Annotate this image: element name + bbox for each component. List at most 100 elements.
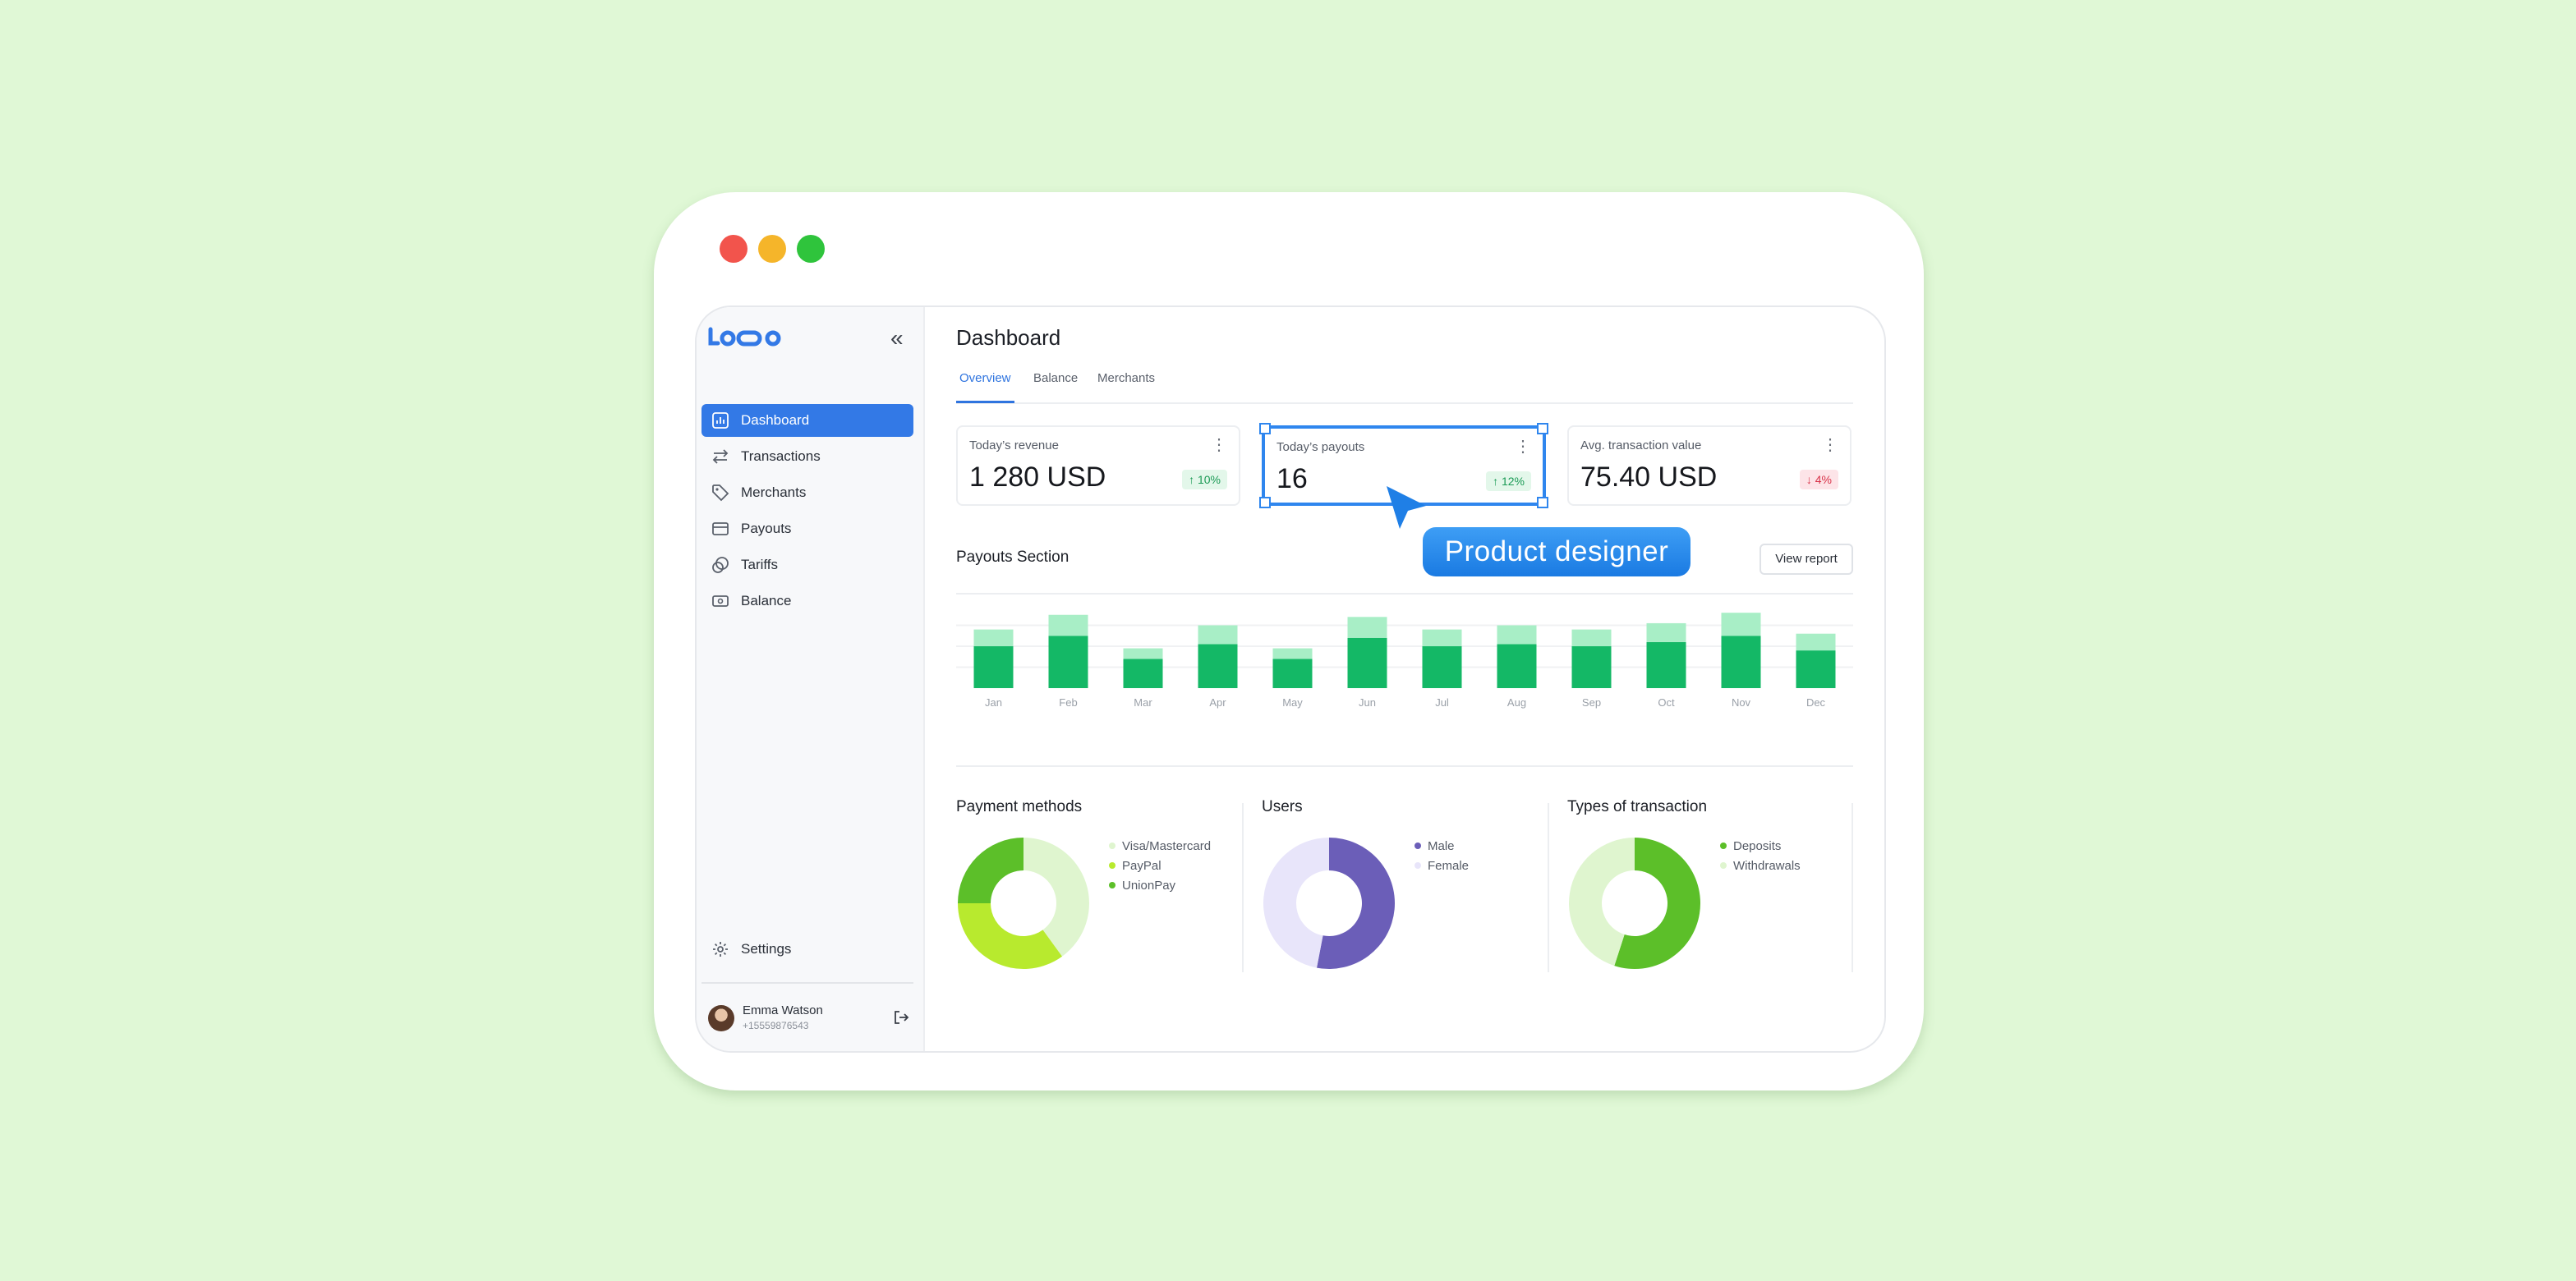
close-window-button[interactable] bbox=[720, 235, 748, 263]
more-vertical-icon[interactable]: ⋮ bbox=[1822, 436, 1838, 454]
bar-segment bbox=[1721, 636, 1761, 688]
sidebar-divider bbox=[702, 982, 913, 984]
card-value: 16 bbox=[1276, 463, 1308, 494]
sidebar-item-balance[interactable]: Balance bbox=[702, 585, 913, 618]
bar-segment-top bbox=[1272, 648, 1313, 659]
legend-label: UnionPay bbox=[1122, 878, 1176, 893]
sidebar-item-label: Merchants bbox=[741, 484, 807, 500]
change-value: 12% bbox=[1501, 475, 1525, 488]
view-report-button[interactable]: View report bbox=[1760, 544, 1853, 575]
bar-segment-top bbox=[1721, 613, 1761, 636]
gear-icon bbox=[713, 942, 728, 957]
selection-handle[interactable] bbox=[1537, 423, 1548, 434]
change-badge: ↑ 12% bbox=[1486, 471, 1531, 491]
users-legend: Male Female bbox=[1414, 836, 1469, 875]
transaction-types-title: Types of transaction bbox=[1567, 798, 1708, 815]
selection-handle[interactable] bbox=[1537, 497, 1548, 508]
more-vertical-icon[interactable]: ⋮ bbox=[1211, 436, 1227, 454]
bar-segment-top bbox=[1347, 617, 1387, 638]
x-tick-label: Oct bbox=[1658, 696, 1675, 709]
settings-label: Settings bbox=[741, 941, 792, 957]
tab-merchants[interactable]: Merchants bbox=[1097, 371, 1156, 385]
sidebar-item-label: Payouts bbox=[741, 521, 792, 536]
legend-item: Visa/Mastercard bbox=[1109, 836, 1211, 856]
bar-segment bbox=[1796, 650, 1836, 688]
sidebar-item-merchants[interactable]: Merchants bbox=[702, 476, 913, 509]
sidebar-item-tariffs[interactable]: Tariffs bbox=[702, 549, 913, 581]
donut-slice bbox=[1569, 838, 1635, 966]
bar-segment bbox=[1347, 637, 1387, 688]
x-tick-label: Nov bbox=[1732, 696, 1751, 709]
card-icon bbox=[712, 522, 729, 535]
legend-label: Visa/Mastercard bbox=[1122, 838, 1212, 853]
users-title: Users bbox=[1262, 798, 1303, 815]
donut-slice bbox=[1317, 838, 1395, 969]
sidebar-item-dashboard[interactable]: Dashboard bbox=[702, 404, 913, 437]
bar-segment-top bbox=[1571, 629, 1612, 646]
user-name: Emma Watson bbox=[743, 1003, 823, 1017]
selection-handle[interactable] bbox=[1259, 497, 1271, 508]
minimize-window-button[interactable] bbox=[758, 235, 786, 263]
card-value: 75.40 USD bbox=[1580, 461, 1718, 493]
sidebar-item-settings[interactable]: Settings bbox=[702, 933, 913, 966]
payouts-section-title: Payouts Section bbox=[956, 549, 1070, 566]
card-value: 1 280 USD bbox=[969, 461, 1106, 493]
selection-handle[interactable] bbox=[1259, 423, 1271, 434]
column-divider bbox=[1242, 803, 1244, 972]
tag-icon bbox=[712, 484, 729, 502]
maximize-window-button[interactable] bbox=[797, 235, 825, 263]
bar-segment-top bbox=[1048, 614, 1088, 636]
transaction-types-donut bbox=[1569, 838, 1700, 969]
x-tick-label: Jan bbox=[985, 696, 1002, 709]
brand-logo[interactable] bbox=[708, 327, 787, 347]
sidebar-item-transactions[interactable]: Transactions bbox=[702, 440, 913, 473]
bar-segment bbox=[1497, 644, 1537, 688]
more-vertical-icon[interactable]: ⋮ bbox=[1515, 438, 1531, 456]
sidebar-item-label: Tariffs bbox=[741, 557, 779, 572]
payment-methods-title: Payment methods bbox=[956, 798, 1083, 815]
payouts-bar-chart: Jan Feb Mar Apr May Jun Jul Aug Sep Oct Nov Dec bbox=[956, 613, 1853, 709]
legend-item: Female bbox=[1414, 856, 1469, 875]
user-profile[interactable]: Emma Watson +15559876543 bbox=[708, 1002, 913, 1035]
change-badge: ↓ 4% bbox=[1799, 470, 1838, 489]
donut-slice bbox=[958, 838, 1024, 903]
change-badge: ↑ 10% bbox=[1182, 470, 1227, 489]
bar-chart-icon bbox=[712, 412, 729, 429]
tab-balance[interactable]: Balance bbox=[1033, 371, 1079, 385]
legend-item: Withdrawals bbox=[1720, 856, 1801, 875]
donut-slice bbox=[1263, 838, 1329, 968]
avatar bbox=[708, 1005, 734, 1031]
cursor-arrow-icon bbox=[1387, 486, 1426, 529]
bar-segment-top bbox=[1796, 633, 1836, 651]
sidebar-item-label: Transactions bbox=[741, 448, 821, 464]
arrows-swap-icon bbox=[712, 449, 729, 464]
main-content: Dashboard Overview Balance Merchants Tod… bbox=[956, 307, 1853, 1051]
card-label: Today’s revenue bbox=[969, 438, 1059, 452]
bar-segment bbox=[1646, 641, 1686, 688]
column-divider bbox=[1852, 803, 1853, 972]
bar-segment-top bbox=[1422, 629, 1462, 646]
transaction-types-legend: Deposits Withdrawals bbox=[1720, 836, 1801, 875]
logout-icon[interactable] bbox=[892, 1008, 910, 1026]
sidebar-item-payouts[interactable]: Payouts bbox=[702, 512, 913, 545]
users-donut bbox=[1263, 838, 1395, 969]
payouts-card[interactable]: Today’s payouts 16 ⋮ ↑ 12% bbox=[1259, 423, 1548, 508]
x-tick-label: Feb bbox=[1059, 696, 1077, 709]
x-tick-label: Sep bbox=[1582, 696, 1601, 709]
app-window: « Dashboard Transactions Merchants Payou… bbox=[654, 192, 1924, 1090]
change-value: 4% bbox=[1815, 473, 1832, 486]
revenue-card: Today’s revenue 1 280 USD ⋮ ↑ 10% bbox=[956, 425, 1240, 506]
x-tick-label: Mar bbox=[1134, 696, 1152, 709]
x-tick-label: May bbox=[1282, 696, 1303, 709]
bar-segment-top bbox=[973, 629, 1014, 646]
double-chevron-left-icon[interactable]: « bbox=[890, 325, 904, 351]
card-label: Today’s payouts bbox=[1276, 440, 1365, 454]
tab-overview[interactable]: Overview bbox=[956, 371, 1014, 403]
x-tick-label: Dec bbox=[1806, 696, 1826, 709]
bar-segment bbox=[1571, 646, 1612, 688]
payment-methods-donut bbox=[958, 838, 1089, 969]
sidebar-item-label: Dashboard bbox=[741, 412, 810, 428]
card-label: Avg. transaction value bbox=[1580, 438, 1702, 452]
donut-slice bbox=[1614, 838, 1700, 969]
avg-transaction-card: Avg. transaction value 75.40 USD ⋮ ↓ 4% bbox=[1567, 425, 1852, 506]
